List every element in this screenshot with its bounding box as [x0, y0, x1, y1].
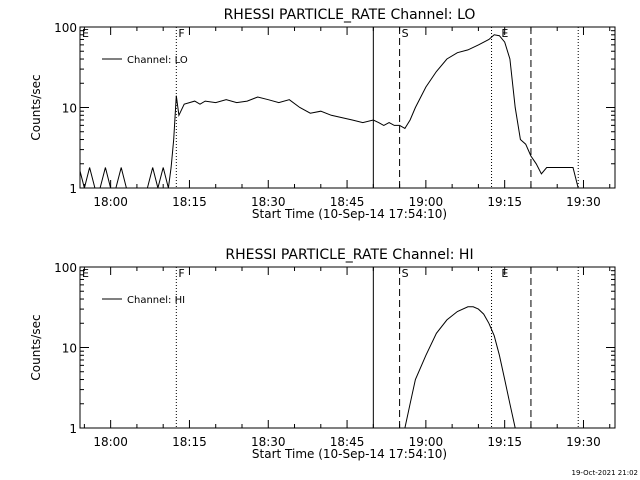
x-tick-label: 18:30 [251, 435, 286, 449]
x-tick-label: 18:30 [251, 195, 286, 209]
y-axis-label: Counts/sec [29, 74, 43, 140]
x-tick-label: 18:00 [93, 435, 128, 449]
y-tick-label: 1 [69, 422, 77, 436]
x-tick-label: 19:00 [409, 435, 444, 449]
x-tick-label: 19:30 [566, 195, 601, 209]
x-tick-label: 19:15 [487, 195, 522, 209]
event-marker-label: E [501, 267, 508, 280]
y-axis-label: Counts/sec [29, 314, 43, 380]
chart-title: RHESSI PARTICLE_RATE Channel: LO [224, 7, 476, 23]
x-tick-label: 19:00 [409, 195, 444, 209]
event-marker-label: S [402, 267, 409, 280]
chart-title: RHESSI PARTICLE_RATE Channel: HI [225, 247, 473, 263]
y-tick-label: 10 [62, 102, 77, 116]
x-tick-label: 18:15 [172, 195, 207, 209]
series-line-0 [80, 34, 579, 188]
legend-entry: Channel: HI [127, 295, 185, 306]
y-tick-label: 1 [69, 182, 77, 196]
x-tick-label: 18:45 [330, 435, 365, 449]
y-tick-label: 100 [54, 261, 77, 275]
panels: RHESSI PARTICLE_RATE Channel: LO 18:00 18:… [29, 7, 616, 461]
x-tick-label: 18:00 [93, 195, 128, 209]
x-tick-label: 18:45 [330, 195, 365, 209]
timestamp-label: 19-Oct-2021 21:02 [572, 469, 638, 477]
x-tick-label: 19:15 [487, 435, 522, 449]
event-marker-label: S [402, 27, 409, 40]
x-axis-label: Start Time (10-Sep-14 17:54:10) [252, 207, 447, 221]
x-tick-label: 19:30 [566, 435, 601, 449]
y-tick-label: 10 [62, 342, 77, 356]
event-marker-label: E [82, 267, 89, 280]
x-tick-label: 18:15 [172, 435, 207, 449]
chart-panel-1: RHESSI PARTICLE_RATE Channel: HI 18:00 18:… [29, 247, 616, 461]
series-line-0 [404, 306, 516, 428]
y-tick-label: 100 [54, 21, 77, 35]
event-marker-label: E [501, 27, 508, 40]
event-marker-label: F [178, 27, 184, 40]
chart-panel-0: RHESSI PARTICLE_RATE Channel: LO 18:00 18:… [29, 7, 616, 221]
legend-entry: Channel: LO [127, 55, 188, 66]
event-marker-label: F [178, 267, 184, 280]
x-axis-label: Start Time (10-Sep-14 17:54:10) [252, 447, 447, 461]
event-marker-label: E [82, 27, 89, 40]
